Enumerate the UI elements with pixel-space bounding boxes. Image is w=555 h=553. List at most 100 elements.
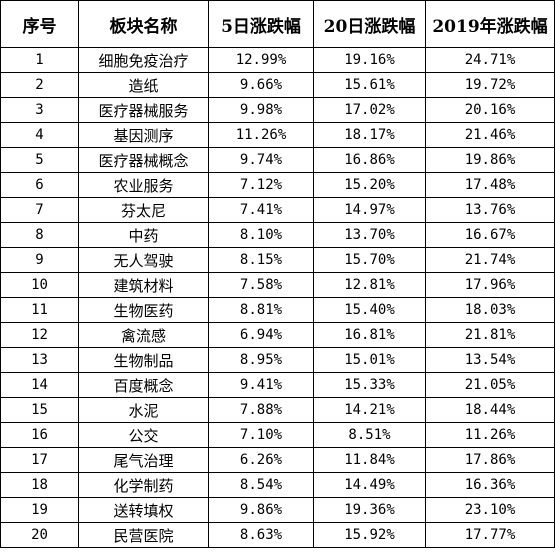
header-sector-name: 板块名称: [78, 0, 209, 48]
cell-20day-change: 17.02%: [313, 97, 426, 123]
cell-sector-name: 医疗器械概念: [78, 147, 209, 173]
cell-2019-change: 17.48%: [425, 172, 555, 198]
cell-20day-change: 14.21%: [313, 397, 426, 423]
cell-2019-change: 17.86%: [425, 447, 555, 473]
cell-sector-name: 公交: [78, 422, 209, 448]
table-row: 14 百度概念 9.41% 15.33% 21.05%: [0, 372, 555, 398]
cell-2019-change: 18.03%: [425, 297, 555, 323]
cell-20day-change: 15.92%: [313, 522, 426, 548]
table-row: 11 生物医药 8.81% 15.40% 18.03%: [0, 297, 555, 323]
cell-20day-change: 15.61%: [313, 72, 426, 98]
table-body: 1 细胞免疫治疗 12.99% 19.16% 24.71% 2 造纸 9.66% 15.61% 1…: [0, 47, 555, 548]
cell-index: 1: [0, 47, 79, 73]
cell-5day-change: 7.12%: [208, 172, 314, 198]
cell-sector-name: 生物制品: [78, 347, 209, 373]
cell-2019-change: 16.67%: [425, 222, 555, 248]
cell-2019-change: 18.44%: [425, 397, 555, 423]
cell-20day-change: 15.40%: [313, 297, 426, 323]
cell-2019-change: 16.36%: [425, 472, 555, 498]
table-row: 6 农业服务 7.12% 15.20% 17.48%: [0, 172, 555, 198]
cell-index: 12: [0, 322, 79, 348]
cell-2019-change: 19.86%: [425, 147, 555, 173]
cell-index: 19: [0, 497, 79, 523]
cell-20day-change: 19.16%: [313, 47, 426, 73]
cell-5day-change: 7.88%: [208, 397, 314, 423]
cell-sector-name: 农业服务: [78, 172, 209, 198]
cell-20day-change: 18.17%: [313, 122, 426, 148]
cell-index: 2: [0, 72, 79, 98]
table-row: 5 医疗器械概念 9.74% 16.86% 19.86%: [0, 147, 555, 173]
header-2019-change: 2019年涨跌幅: [425, 0, 555, 48]
cell-index: 3: [0, 97, 79, 123]
cell-sector-name: 基因测序: [78, 122, 209, 148]
cell-index: 15: [0, 397, 79, 423]
cell-20day-change: 16.86%: [313, 147, 426, 173]
cell-sector-name: 建筑材料: [78, 272, 209, 298]
cell-5day-change: 11.26%: [208, 122, 314, 148]
header-20day-change: 20日涨跌幅: [313, 0, 426, 48]
cell-5day-change: 9.86%: [208, 497, 314, 523]
cell-20day-change: 14.49%: [313, 472, 426, 498]
cell-sector-name: 中药: [78, 222, 209, 248]
cell-2019-change: 17.77%: [425, 522, 555, 548]
cell-5day-change: 9.74%: [208, 147, 314, 173]
cell-20day-change: 8.51%: [313, 422, 426, 448]
cell-index: 4: [0, 122, 79, 148]
cell-20day-change: 16.81%: [313, 322, 426, 348]
cell-5day-change: 8.81%: [208, 297, 314, 323]
cell-sector-name: 水泥: [78, 397, 209, 423]
cell-sector-name: 化学制药: [78, 472, 209, 498]
cell-sector-name: 芬太尼: [78, 197, 209, 223]
cell-2019-change: 20.16%: [425, 97, 555, 123]
cell-sector-name: 细胞免疫治疗: [78, 47, 209, 73]
cell-sector-name: 造纸: [78, 72, 209, 98]
table-row: 15 水泥 7.88% 14.21% 18.44%: [0, 397, 555, 423]
cell-2019-change: 13.76%: [425, 197, 555, 223]
cell-5day-change: 7.41%: [208, 197, 314, 223]
cell-index: 14: [0, 372, 79, 398]
table-row: 8 中药 8.10% 13.70% 16.67%: [0, 222, 555, 248]
table-row: 20 民营医院 8.63% 15.92% 17.77%: [0, 522, 555, 548]
cell-20day-change: 14.97%: [313, 197, 426, 223]
table-row: 2 造纸 9.66% 15.61% 19.72%: [0, 72, 555, 98]
cell-5day-change: 9.41%: [208, 372, 314, 398]
header-5day-change: 5日涨跌幅: [208, 0, 314, 48]
cell-2019-change: 17.96%: [425, 272, 555, 298]
cell-5day-change: 6.94%: [208, 322, 314, 348]
cell-index: 18: [0, 472, 79, 498]
cell-20day-change: 11.84%: [313, 447, 426, 473]
cell-2019-change: 23.10%: [425, 497, 555, 523]
table-row: 16 公交 7.10% 8.51% 11.26%: [0, 422, 555, 448]
cell-index: 6: [0, 172, 79, 198]
table-row: 7 芬太尼 7.41% 14.97% 13.76%: [0, 197, 555, 223]
cell-sector-name: 尾气治理: [78, 447, 209, 473]
cell-sector-name: 百度概念: [78, 372, 209, 398]
cell-20day-change: 19.36%: [313, 497, 426, 523]
table-row: 17 尾气治理 6.26% 11.84% 17.86%: [0, 447, 555, 473]
table-row: 10 建筑材料 7.58% 12.81% 17.96%: [0, 272, 555, 298]
cell-2019-change: 19.72%: [425, 72, 555, 98]
cell-2019-change: 13.54%: [425, 347, 555, 373]
table-row: 12 禽流感 6.94% 16.81% 21.81%: [0, 322, 555, 348]
cell-5day-change: 9.98%: [208, 97, 314, 123]
cell-sector-name: 民营医院: [78, 522, 209, 548]
cell-20day-change: 13.70%: [313, 222, 426, 248]
cell-5day-change: 8.15%: [208, 247, 314, 273]
table-row: 4 基因测序 11.26% 18.17% 21.46%: [0, 122, 555, 148]
cell-5day-change: 8.54%: [208, 472, 314, 498]
cell-2019-change: 21.74%: [425, 247, 555, 273]
cell-sector-name: 无人驾驶: [78, 247, 209, 273]
cell-5day-change: 8.63%: [208, 522, 314, 548]
cell-index: 5: [0, 147, 79, 173]
header-index: 序号: [0, 0, 79, 48]
cell-index: 11: [0, 297, 79, 323]
cell-2019-change: 24.71%: [425, 47, 555, 73]
table-row: 18 化学制药 8.54% 14.49% 16.36%: [0, 472, 555, 498]
cell-5day-change: 12.99%: [208, 47, 314, 73]
cell-20day-change: 12.81%: [313, 272, 426, 298]
table-header: 序号 板块名称 5日涨跌幅 20日涨跌幅 2019年涨跌幅: [0, 0, 555, 48]
cell-20day-change: 15.20%: [313, 172, 426, 198]
cell-20day-change: 15.70%: [313, 247, 426, 273]
cell-index: 20: [0, 522, 79, 548]
